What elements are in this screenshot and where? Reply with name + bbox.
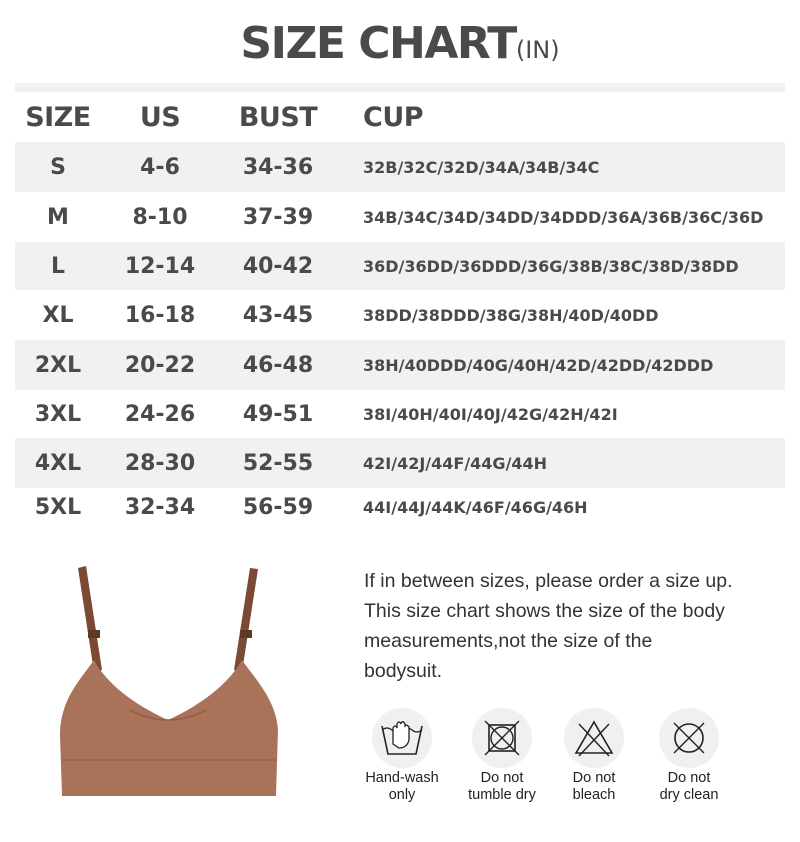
cell-bust: 52-55 xyxy=(242,450,314,476)
hand-wash-icon xyxy=(381,721,423,755)
table-row: 5XL 32-34 56-59 44I/44J/44K/46F/46G/46H xyxy=(15,488,785,526)
no-tumble-dry-icon xyxy=(484,720,520,756)
cell-us: 32-34 xyxy=(124,494,196,520)
cell-size: XL xyxy=(42,302,74,328)
table-row: L 12-14 40-42 36D/36DD/36DDD/36G/38B/38C/38… xyxy=(15,242,785,290)
cell-us: 16-18 xyxy=(124,302,196,328)
cell-us: 24-26 xyxy=(124,401,196,427)
care-no-dry-clean: Do not dry clean xyxy=(634,708,744,804)
cell-cup: 38DD/38DDD/38G/38H/40D/40DD xyxy=(363,305,659,325)
cell-cup: 36D/36DD/36DDD/36G/38B/38C/38D/38DD xyxy=(363,256,739,276)
cell-cup: 44I/44J/44K/46F/46G/46H xyxy=(363,497,588,517)
table-row: 2XL 20-22 46-48 38H/40DDD/40G/40H/42D/42DD/… xyxy=(15,340,785,390)
no-bleach-icon xyxy=(574,720,614,757)
header-bust: BUST xyxy=(238,101,318,133)
no-dry-clean-icon xyxy=(673,722,705,754)
note-line: If in between sizes, please order a size… xyxy=(364,570,733,592)
title-main: SIZE CHART xyxy=(240,18,517,69)
cell-size: 5XL xyxy=(34,494,82,520)
cell-cup: 34B/34C/34D/34DD/34DDD/36A/36B/36C/36D xyxy=(363,207,764,227)
cell-bust: 56-59 xyxy=(242,494,314,520)
cell-cup: 38H/40DDD/40G/40H/42D/42DD/42DDD xyxy=(363,355,714,375)
title-unit: (IN) xyxy=(515,36,560,64)
care-label: tumble dry xyxy=(468,787,536,803)
table-header: SIZE US BUST CUP xyxy=(15,92,785,142)
care-label: only xyxy=(388,787,416,803)
table-row: S 4-6 34-36 32B/32C/32D/34A/34B/34C xyxy=(15,142,785,192)
cell-size: 2XL xyxy=(34,352,82,378)
care-no-bleach: Do not bleach xyxy=(539,708,649,804)
cell-us: 20-22 xyxy=(124,352,196,378)
header-us: US xyxy=(139,101,181,133)
table-row: 4XL 28-30 52-55 42I/42J/44F/44G/44H xyxy=(15,438,785,488)
size-note: If in between sizes, please order a size… xyxy=(364,566,784,686)
cell-cup: 38I/40H/40I/40J/42G/42H/42I xyxy=(363,404,618,424)
cell-us: 8-10 xyxy=(132,204,188,230)
bra-product-image xyxy=(60,566,278,796)
page-title: SIZE CHART(IN) xyxy=(0,18,800,69)
cell-cup: 32B/32C/32D/34A/34B/34C xyxy=(363,157,600,177)
note-line: This size chart shows the size of the bo… xyxy=(364,600,725,622)
table-row: 3XL 24-26 49-51 38I/40H/40I/40J/42G/42H/42I xyxy=(15,390,785,438)
care-no-tumble-dry: Do not tumble dry xyxy=(447,708,557,804)
cell-bust: 46-48 xyxy=(242,352,314,378)
care-label: dry clean xyxy=(659,787,719,803)
cell-bust: 43-45 xyxy=(242,302,314,328)
cell-us: 12-14 xyxy=(124,253,196,279)
cell-bust: 37-39 xyxy=(242,204,314,230)
table-row: XL 16-18 43-45 38DD/38DDD/38G/38H/40D/40DD xyxy=(15,290,785,340)
cell-size: S xyxy=(50,154,66,180)
header-cup: CUP xyxy=(363,101,424,133)
care-label: Hand-wash xyxy=(365,770,439,786)
cell-size: M xyxy=(47,204,69,230)
care-label: bleach xyxy=(572,787,616,803)
cell-us: 28-30 xyxy=(124,450,196,476)
cell-size: 4XL xyxy=(34,450,82,476)
cell-bust: 34-36 xyxy=(242,154,314,180)
cell-size: L xyxy=(50,253,66,279)
note-line: bodysuit. xyxy=(364,660,443,682)
note-line: measurements,not the size of the xyxy=(364,630,653,652)
table-row: M 8-10 37-39 34B/34C/34D/34DD/34DDD/36A/36B… xyxy=(15,192,785,242)
cell-cup: 42I/42J/44F/44G/44H xyxy=(363,453,548,473)
cell-bust: 49-51 xyxy=(242,401,314,427)
care-label: Do not xyxy=(480,770,524,786)
cell-size: 3XL xyxy=(34,401,82,427)
care-hand-wash: Hand-wash only xyxy=(347,708,457,804)
header-size: SIZE xyxy=(25,101,91,133)
care-label: Do not xyxy=(572,770,616,786)
table-top-band xyxy=(15,83,785,92)
cell-us: 4-6 xyxy=(140,154,180,180)
cell-bust: 40-42 xyxy=(242,253,314,279)
care-label: Do not xyxy=(667,770,711,786)
